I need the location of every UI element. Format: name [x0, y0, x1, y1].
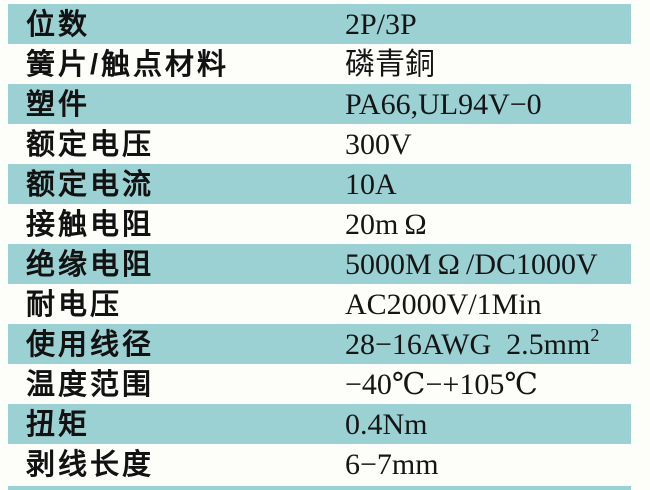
table-row: 使用线径 28−16AWG 2.5mm2 [0, 324, 650, 364]
row-value-text: 6−7mm [345, 448, 439, 481]
row-value: 10A [345, 168, 397, 200]
row-band: 温度范围 −40℃−+105℃ [8, 364, 631, 404]
table-row: 绝缘电阻 5000M Ω /DC1000V [0, 244, 650, 284]
row-band: 位数 2P/3P [8, 4, 631, 44]
row-value: PA66,UL94V−0 [345, 88, 542, 120]
row-label: 绝缘电阻 [26, 248, 155, 281]
table-row: 耐电压 AC2000V/1Min [0, 284, 650, 324]
row-value-text: 0.4Nm [345, 408, 428, 441]
table-row: 额定电压 300V [0, 124, 650, 164]
partial-next-row-band [8, 486, 631, 490]
row-value: 磷青銅 [345, 48, 435, 80]
row-value-text: −40℃−+105℃ [345, 368, 538, 401]
row-band: 接触电阻 20m Ω [8, 204, 631, 244]
row-band: 绝缘电阻 5000M Ω /DC1000V [8, 244, 631, 284]
table-row: 位数 2P/3P [0, 4, 650, 44]
row-label: 使用线径 [26, 328, 155, 361]
row-value: 0.4Nm [345, 408, 428, 440]
row-value: 20m Ω [345, 208, 427, 240]
row-label: 簧片/触点材料 [26, 48, 230, 81]
row-band: 簧片/触点材料 磷青銅 [8, 44, 631, 84]
row-band: 耐电压 AC2000V/1Min [8, 284, 631, 324]
row-value-text: 10A [345, 168, 397, 201]
row-value-superscript: 2 [590, 325, 600, 345]
row-label: 额定电压 [26, 128, 155, 161]
spec-table: 位数 2P/3P 簧片/触点材料 磷青銅 塑件 PA66,UL94V−0 额定电… [0, 4, 650, 484]
row-value-text: PA66,UL94V−0 [345, 88, 542, 121]
table-row: 温度范围 −40℃−+105℃ [0, 364, 650, 404]
row-value: −40℃−+105℃ [345, 368, 538, 400]
table-row: 接触电阻 20m Ω [0, 204, 650, 244]
row-value: 2P/3P [345, 8, 417, 40]
row-label: 位数 [26, 8, 91, 41]
row-label: 额定电流 [26, 168, 155, 201]
row-value: AC2000V/1Min [345, 288, 542, 320]
table-row: 剥线长度 6−7mm [0, 444, 650, 484]
row-band: 额定电流 10A [8, 164, 631, 204]
row-band: 使用线径 28−16AWG 2.5mm2 [8, 324, 631, 364]
row-value-text: 28−16AWG 2.5mm [345, 328, 591, 361]
row-value-text: 20m Ω [345, 208, 427, 241]
row-label: 塑件 [26, 88, 91, 121]
row-label: 接触电阻 [26, 208, 155, 241]
table-row: 扭矩 0.4Nm [0, 404, 650, 444]
row-label: 耐电压 [26, 288, 123, 321]
table-row: 塑件 PA66,UL94V−0 [0, 84, 650, 124]
row-band: 额定电压 300V [8, 124, 631, 164]
row-value-text: 5000M Ω /DC1000V [345, 248, 598, 281]
table-row: 簧片/触点材料 磷青銅 [0, 44, 650, 84]
row-band: 塑件 PA66,UL94V−0 [8, 84, 631, 124]
row-value-text: AC2000V/1Min [345, 288, 542, 321]
row-value: 6−7mm [345, 448, 439, 480]
row-band: 剥线长度 6−7mm [8, 444, 631, 484]
row-value-text: 2P/3P [345, 8, 417, 41]
row-value-text: 磷青銅 [345, 48, 435, 81]
row-label: 扭矩 [26, 408, 91, 441]
row-value: 28−16AWG 2.5mm2 [345, 325, 600, 361]
row-label: 剥线长度 [26, 448, 155, 481]
row-band: 扭矩 0.4Nm [8, 404, 631, 444]
row-value-text: 300V [345, 128, 412, 161]
table-row: 额定电流 10A [0, 164, 650, 204]
row-label: 温度范围 [26, 368, 155, 401]
row-value: 5000M Ω /DC1000V [345, 248, 598, 280]
row-value: 300V [345, 128, 412, 160]
